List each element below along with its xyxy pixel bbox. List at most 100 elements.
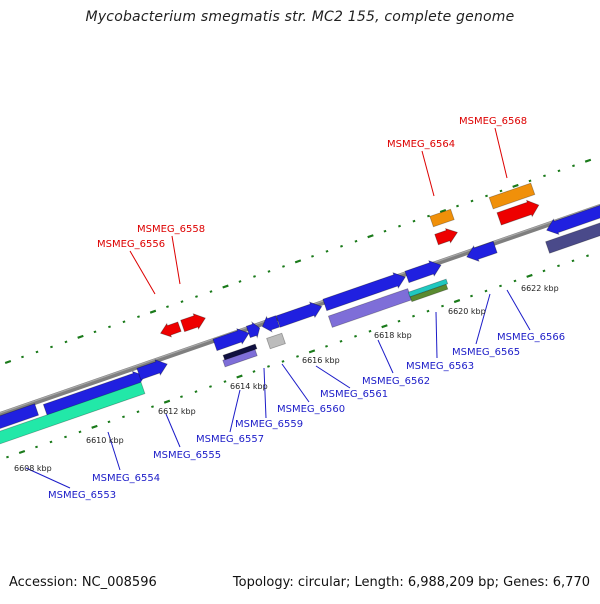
tick-mark — [367, 234, 374, 239]
gene-feature[interactable] — [546, 204, 600, 236]
label-connector — [25, 467, 71, 489]
label-connector — [421, 150, 435, 197]
rna-feature[interactable] — [496, 199, 540, 226]
label-connector — [494, 127, 508, 179]
label-connector — [435, 311, 438, 359]
rna-feature[interactable] — [180, 313, 206, 333]
tick-mark — [381, 324, 388, 329]
gene-label[interactable]: MSMEG_6553 — [48, 490, 116, 501]
scale-label-6622: 6622 kbp — [521, 284, 559, 293]
gene-label[interactable]: MSMEG_6560 — [277, 404, 345, 415]
tick-mark — [325, 249, 329, 253]
tick-mark — [294, 259, 302, 264]
rna-feature[interactable] — [488, 182, 536, 210]
tick-mark — [149, 309, 157, 314]
gene-feature[interactable] — [0, 381, 146, 447]
tick-mark — [236, 374, 243, 379]
tick-tracks — [4, 158, 592, 459]
tick-mark — [108, 325, 111, 329]
accession-text: Accession: NC_008596 — [9, 575, 157, 590]
gene-label[interactable]: MSMEG_6563 — [406, 361, 474, 372]
gene-label[interactable]: MSMEG_6555 — [153, 450, 221, 461]
label-connector — [129, 250, 156, 295]
tick-mark — [195, 295, 198, 298]
gene-feature[interactable] — [275, 301, 323, 328]
tick-mark — [267, 270, 271, 273]
tick-mark — [64, 340, 68, 344]
tick-mark — [282, 265, 285, 268]
tick-mark — [557, 264, 560, 268]
gene-feature[interactable] — [407, 278, 449, 298]
tick-mark — [4, 359, 12, 365]
tick-mark — [354, 334, 357, 338]
label-connector — [506, 289, 531, 331]
rna-feature[interactable] — [159, 321, 182, 338]
label-connector — [377, 339, 394, 374]
tick-mark — [470, 199, 474, 203]
gene-feature[interactable] — [322, 272, 406, 312]
gene-feature[interactable] — [266, 332, 286, 350]
tick-mark — [194, 390, 198, 393]
tick-mark — [137, 315, 140, 319]
gene-label[interactable]: MSMEG_6557 — [196, 434, 264, 445]
scale-label-6620: 6620 kbp — [448, 307, 486, 316]
tick-mark — [21, 355, 24, 359]
tick-mark — [223, 380, 227, 383]
tick-mark — [325, 345, 328, 348]
gene-label[interactable]: MSMEG_6559 — [235, 419, 303, 430]
gene-feature[interactable] — [466, 240, 498, 262]
scale-labels: 6608 kbp 6610 kbp 6612 kbp 6614 kbp 6616… — [14, 284, 559, 473]
tick-mark — [166, 305, 169, 308]
label-connector — [165, 413, 181, 448]
scale-label-6608: 6608 kbp — [14, 464, 52, 473]
gene-feature[interactable] — [245, 321, 261, 339]
gene-feature[interactable] — [222, 343, 258, 361]
tick-mark — [49, 440, 53, 444]
tick-mark — [526, 273, 533, 278]
tick-mark — [91, 424, 98, 429]
tick-mark — [542, 269, 546, 273]
tick-mark — [485, 194, 488, 198]
label-connector — [475, 293, 491, 345]
gene-label[interactable]: MSMEG_6562 — [362, 376, 430, 387]
gene-label[interactable]: MSMEG_6565 — [452, 347, 520, 358]
tick-mark — [136, 410, 140, 414]
tick-mark — [339, 339, 343, 343]
tick-mark — [78, 430, 82, 434]
tick-mark — [209, 385, 212, 388]
label-connector — [107, 431, 121, 471]
rna-feature[interactable] — [429, 208, 455, 228]
label-connector — [263, 367, 267, 419]
tick-mark — [586, 254, 589, 258]
label-connector — [315, 365, 351, 389]
gene-feature[interactable] — [212, 328, 250, 352]
tick-mark — [238, 280, 242, 283]
tick-mark — [267, 365, 270, 368]
label-connector — [281, 363, 310, 403]
tick-mark — [453, 299, 461, 304]
tick-mark — [484, 289, 488, 293]
gene-feature[interactable] — [261, 315, 281, 333]
gene-feature[interactable] — [545, 222, 600, 254]
gene-label[interactable]: MSMEG_6561 — [320, 389, 388, 400]
scale-label-6618: 6618 kbp — [374, 331, 412, 340]
gene-feature[interactable] — [136, 359, 168, 381]
tick-mark — [281, 360, 285, 363]
rna-label[interactable]: MSMEG_6568 — [459, 116, 527, 127]
gene-label[interactable]: MSMEG_6554 — [92, 473, 160, 484]
gene-feature[interactable] — [0, 403, 40, 432]
gene-label[interactable]: MSMEG_6566 — [497, 332, 565, 343]
tick-mark — [35, 445, 38, 449]
tick-mark — [571, 259, 575, 263]
tick-mark — [77, 334, 84, 339]
rna-label[interactable]: MSMEG_6564 — [387, 139, 455, 150]
gene-feature[interactable] — [404, 260, 442, 284]
rna-feature[interactable] — [434, 227, 459, 246]
rna-label[interactable]: MSMEG_6556 — [97, 239, 165, 250]
rna-label[interactable]: MSMEG_6558 — [137, 224, 205, 235]
tick-mark — [499, 189, 503, 193]
tick-mark — [163, 399, 171, 404]
tick-mark — [253, 275, 256, 278]
gene-feature[interactable] — [409, 283, 449, 303]
